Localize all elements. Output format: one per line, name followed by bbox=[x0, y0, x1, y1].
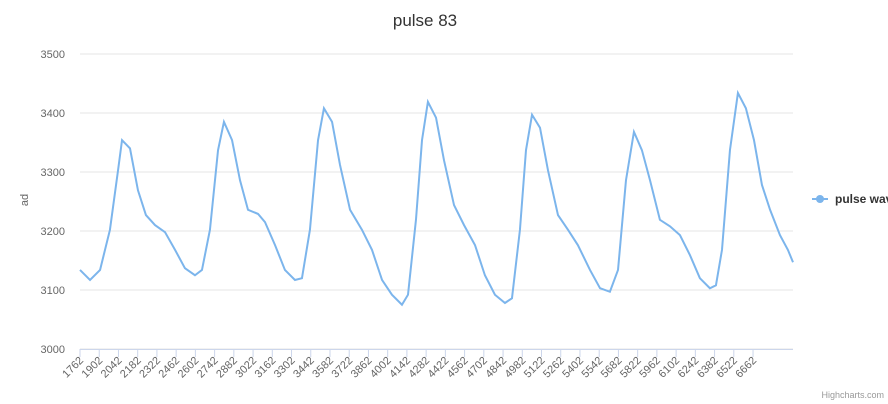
x-tick-label: 2042 bbox=[99, 355, 125, 381]
x-tick-label: 5542 bbox=[580, 355, 606, 381]
x-tick-label: 4842 bbox=[483, 355, 509, 381]
x-tick-label: 5962 bbox=[637, 355, 663, 381]
data-line bbox=[79, 89, 794, 307]
x-tick-label: 5262 bbox=[541, 355, 567, 381]
y-tick-label: 3400 bbox=[41, 108, 65, 120]
x-tick-label: 5402 bbox=[560, 355, 586, 381]
legend-label: pulse wav bbox=[835, 192, 888, 206]
x-tick-label: 4142 bbox=[387, 355, 413, 381]
x-tick-label: 2462 bbox=[156, 355, 182, 381]
y-tick-label: 3000 bbox=[41, 344, 65, 356]
x-tick-label: 5822 bbox=[618, 355, 644, 381]
x-tick-label: 3582 bbox=[310, 355, 336, 381]
x-tick-label: 3442 bbox=[291, 355, 317, 381]
credits: Highcharts.com bbox=[821, 390, 884, 400]
y-tick-label: 3500 bbox=[41, 49, 65, 61]
x-tick-label: 4562 bbox=[445, 355, 471, 381]
x-tick-label: 2322 bbox=[137, 355, 163, 381]
chart-title: pulse 83 bbox=[393, 11, 457, 30]
x-tick-label: 2882 bbox=[214, 355, 240, 381]
x-tick-label: 1762 bbox=[60, 355, 86, 381]
x-tick-label: 5682 bbox=[599, 355, 625, 381]
x-tick-label: 4422 bbox=[426, 355, 452, 381]
x-tick-label: 2602 bbox=[176, 355, 202, 381]
x-tick-label: 1902 bbox=[80, 355, 106, 381]
x-tick-label: 5122 bbox=[522, 355, 548, 381]
y-tick-label: 3100 bbox=[41, 285, 65, 297]
x-tick-label: 3862 bbox=[349, 355, 375, 381]
x-tick-label: 2742 bbox=[195, 355, 221, 381]
x-tick-label: 3302 bbox=[272, 355, 298, 381]
y-tick-label: 3300 bbox=[41, 167, 65, 179]
x-tick-label: 6382 bbox=[695, 355, 721, 381]
x-tick-label: 2182 bbox=[118, 355, 144, 381]
legend-symbol bbox=[816, 195, 824, 203]
x-tick-label: 3162 bbox=[253, 355, 279, 381]
x-tick-label: 4702 bbox=[464, 355, 490, 381]
x-tick-label: 4282 bbox=[406, 355, 432, 381]
x-tick-label: 3722 bbox=[330, 355, 356, 381]
x-tick-label: 6662 bbox=[733, 355, 759, 381]
x-tick-label: 4982 bbox=[503, 355, 529, 381]
x-tick-label: 4002 bbox=[368, 355, 394, 381]
y-axis-label: ad bbox=[19, 194, 31, 206]
x-tick-label: 6242 bbox=[676, 355, 702, 381]
y-tick-label: 3200 bbox=[41, 226, 65, 238]
x-tick-label: 6102 bbox=[656, 355, 682, 381]
x-tick-label: 6522 bbox=[714, 355, 740, 381]
x-tick-label: 3022 bbox=[233, 355, 259, 381]
